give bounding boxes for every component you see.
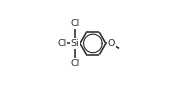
Text: O: O bbox=[107, 39, 115, 48]
Text: Si: Si bbox=[71, 39, 79, 48]
Text: Cl: Cl bbox=[57, 39, 66, 48]
Text: Cl: Cl bbox=[70, 19, 80, 28]
Text: Cl: Cl bbox=[70, 59, 80, 68]
